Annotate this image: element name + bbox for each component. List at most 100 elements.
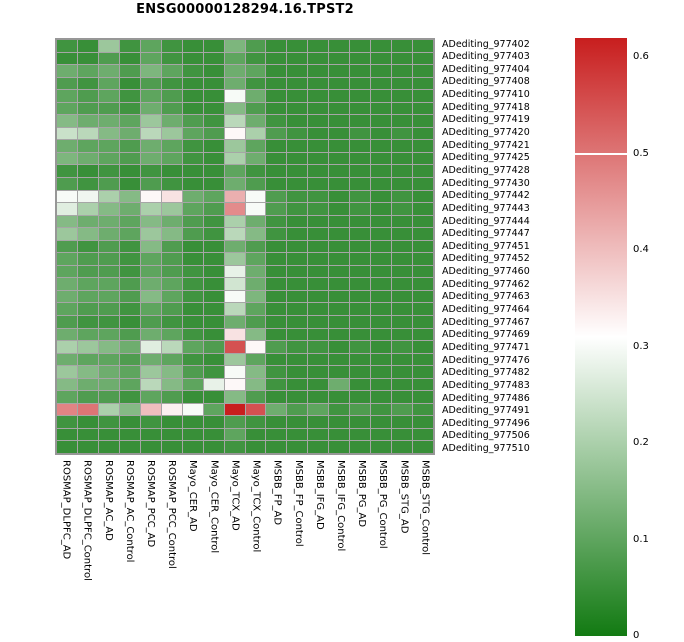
heatmap-cell bbox=[182, 290, 203, 303]
heatmap-cell bbox=[57, 240, 77, 253]
heatmap-cell bbox=[203, 290, 224, 303]
heatmap-cell bbox=[329, 90, 350, 102]
heatmap-cell bbox=[77, 228, 98, 240]
heatmap-cell bbox=[308, 316, 329, 328]
heatmap-cell bbox=[392, 428, 413, 441]
row-label: ADediting_977496 bbox=[442, 417, 530, 429]
column-label: MSBB_FP_AD bbox=[271, 460, 283, 526]
heatmap-cell bbox=[119, 152, 140, 165]
heatmap-cell bbox=[266, 40, 287, 52]
heatmap-cell bbox=[224, 416, 245, 428]
heatmap-cell bbox=[308, 328, 329, 341]
heatmap-cell bbox=[119, 353, 140, 366]
heatmap-cell bbox=[350, 366, 371, 378]
heatmap-cell bbox=[57, 428, 77, 441]
heatmap-cell bbox=[266, 65, 287, 77]
heatmap-cell bbox=[245, 115, 266, 127]
heatmap-cell bbox=[350, 416, 371, 428]
heatmap-cell bbox=[266, 152, 287, 165]
heatmap-cell bbox=[98, 65, 119, 77]
heatmap-cell bbox=[98, 152, 119, 165]
heatmap-cell bbox=[98, 127, 119, 140]
heatmap-cell bbox=[98, 265, 119, 278]
heatmap-cell bbox=[98, 428, 119, 441]
heatmap-cell bbox=[119, 428, 140, 441]
heatmap-cell bbox=[161, 228, 182, 240]
heatmap-cell bbox=[329, 265, 350, 278]
heatmap-cell bbox=[392, 40, 413, 52]
heatmap-cell bbox=[371, 253, 392, 265]
heatmap-cell bbox=[308, 127, 329, 140]
heatmap-cell bbox=[57, 178, 77, 190]
heatmap-cell bbox=[161, 240, 182, 253]
heatmap-cell bbox=[77, 366, 98, 378]
heatmap-cell bbox=[287, 165, 308, 177]
heatmap-cell bbox=[57, 190, 77, 203]
heatmap-cell bbox=[57, 303, 77, 315]
heatmap-cell bbox=[245, 240, 266, 253]
heatmap-cell bbox=[308, 265, 329, 278]
heatmap-cell bbox=[98, 366, 119, 378]
heatmap-cell bbox=[308, 40, 329, 52]
row-labels: ADediting_977402 ADediting_977403 ADeditin… bbox=[442, 38, 572, 455]
heatmap-cell bbox=[308, 253, 329, 265]
heatmap-cell bbox=[371, 316, 392, 328]
heatmap-cell bbox=[350, 328, 371, 341]
heatmap-cell bbox=[161, 203, 182, 215]
heatmap-cell bbox=[203, 65, 224, 77]
heatmap-cell bbox=[119, 441, 140, 453]
heatmap-cell bbox=[245, 253, 266, 265]
heatmap-cell bbox=[392, 378, 413, 391]
heatmap-cell bbox=[413, 203, 433, 215]
heatmap-cell bbox=[245, 316, 266, 328]
heatmap-cell bbox=[287, 140, 308, 152]
heatmap-cell bbox=[161, 215, 182, 228]
row-label: ADediting_977462 bbox=[442, 278, 530, 290]
heatmap-cell bbox=[308, 341, 329, 353]
heatmap-cell bbox=[308, 65, 329, 77]
heatmap-cell bbox=[266, 203, 287, 215]
heatmap-cell bbox=[350, 77, 371, 90]
heatmap-cell bbox=[224, 316, 245, 328]
column-label: MSBB_PG_Control bbox=[377, 460, 389, 549]
row-label: ADediting_977471 bbox=[442, 341, 530, 353]
heatmap-cell bbox=[77, 253, 98, 265]
heatmap-cell bbox=[203, 441, 224, 453]
heatmap-cell bbox=[77, 102, 98, 115]
heatmap-cell bbox=[182, 215, 203, 228]
heatmap-cell bbox=[266, 366, 287, 378]
heatmap-cell bbox=[98, 416, 119, 428]
heatmap-cell bbox=[119, 203, 140, 215]
heatmap-cell bbox=[308, 416, 329, 428]
heatmap-cell bbox=[287, 65, 308, 77]
heatmap-cell bbox=[308, 228, 329, 240]
heatmap-cell bbox=[266, 240, 287, 253]
heatmap-cell bbox=[308, 77, 329, 90]
heatmap-cell bbox=[161, 378, 182, 391]
heatmap-cell bbox=[287, 378, 308, 391]
heatmap-cell bbox=[245, 290, 266, 303]
heatmap-cell bbox=[98, 240, 119, 253]
heatmap-cell bbox=[77, 52, 98, 65]
heatmap-cell bbox=[57, 165, 77, 177]
heatmap-cell bbox=[350, 378, 371, 391]
row-label: ADediting_977430 bbox=[442, 177, 530, 189]
heatmap-cell bbox=[350, 52, 371, 65]
heatmap-cell bbox=[329, 127, 350, 140]
heatmap-cell bbox=[224, 178, 245, 190]
heatmap-cell bbox=[119, 140, 140, 152]
heatmap-cell bbox=[203, 265, 224, 278]
heatmap-cell bbox=[308, 366, 329, 378]
heatmap-cell bbox=[266, 190, 287, 203]
heatmap-cell bbox=[350, 240, 371, 253]
heatmap-cell bbox=[182, 102, 203, 115]
heatmap-cell bbox=[57, 341, 77, 353]
heatmap-cell bbox=[329, 353, 350, 366]
heatmap-cell bbox=[245, 416, 266, 428]
heatmap-cell bbox=[266, 316, 287, 328]
heatmap-cell bbox=[392, 65, 413, 77]
heatmap-cell bbox=[287, 215, 308, 228]
heatmap-cell bbox=[203, 228, 224, 240]
heatmap-cell bbox=[119, 178, 140, 190]
heatmap-cell bbox=[245, 140, 266, 152]
